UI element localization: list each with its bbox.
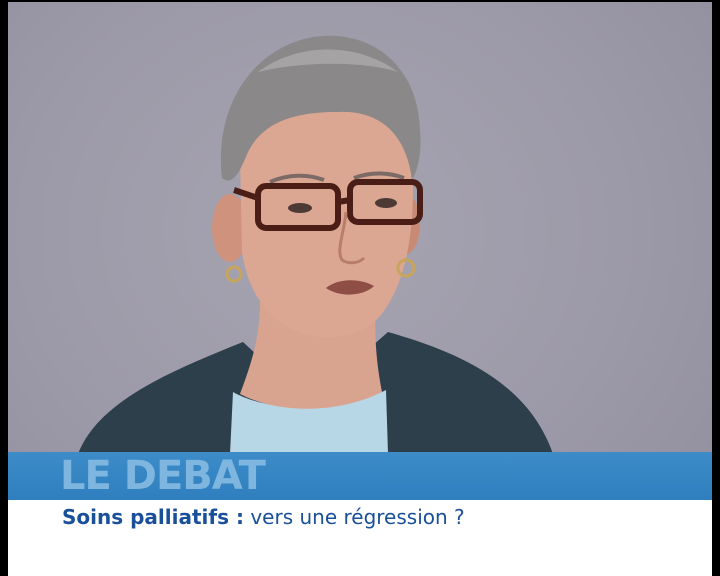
jacket (78, 332, 553, 454)
mouth (326, 280, 374, 295)
right-earring (396, 258, 416, 278)
subtitle-strip (8, 500, 712, 576)
show-title: LE DEBAT (60, 453, 266, 499)
face (240, 94, 413, 338)
video-frame: LE DEBAT Soins palliatifs : vers une rég… (8, 2, 712, 576)
left-ear (212, 194, 248, 262)
hair (220, 35, 421, 181)
left-earring (225, 265, 243, 283)
topic-subtitle: Soins palliatifs : vers une régression ? (62, 502, 465, 532)
topic-subtitle-rest: vers une régression ? (243, 505, 465, 529)
topic-subtitle-bold: Soins palliatifs : (62, 505, 244, 529)
hair-highlight (258, 49, 398, 72)
lower-third-banner (8, 452, 712, 500)
guest-portrait (78, 35, 553, 454)
glasses (233, 179, 423, 231)
tshirt (230, 390, 388, 454)
